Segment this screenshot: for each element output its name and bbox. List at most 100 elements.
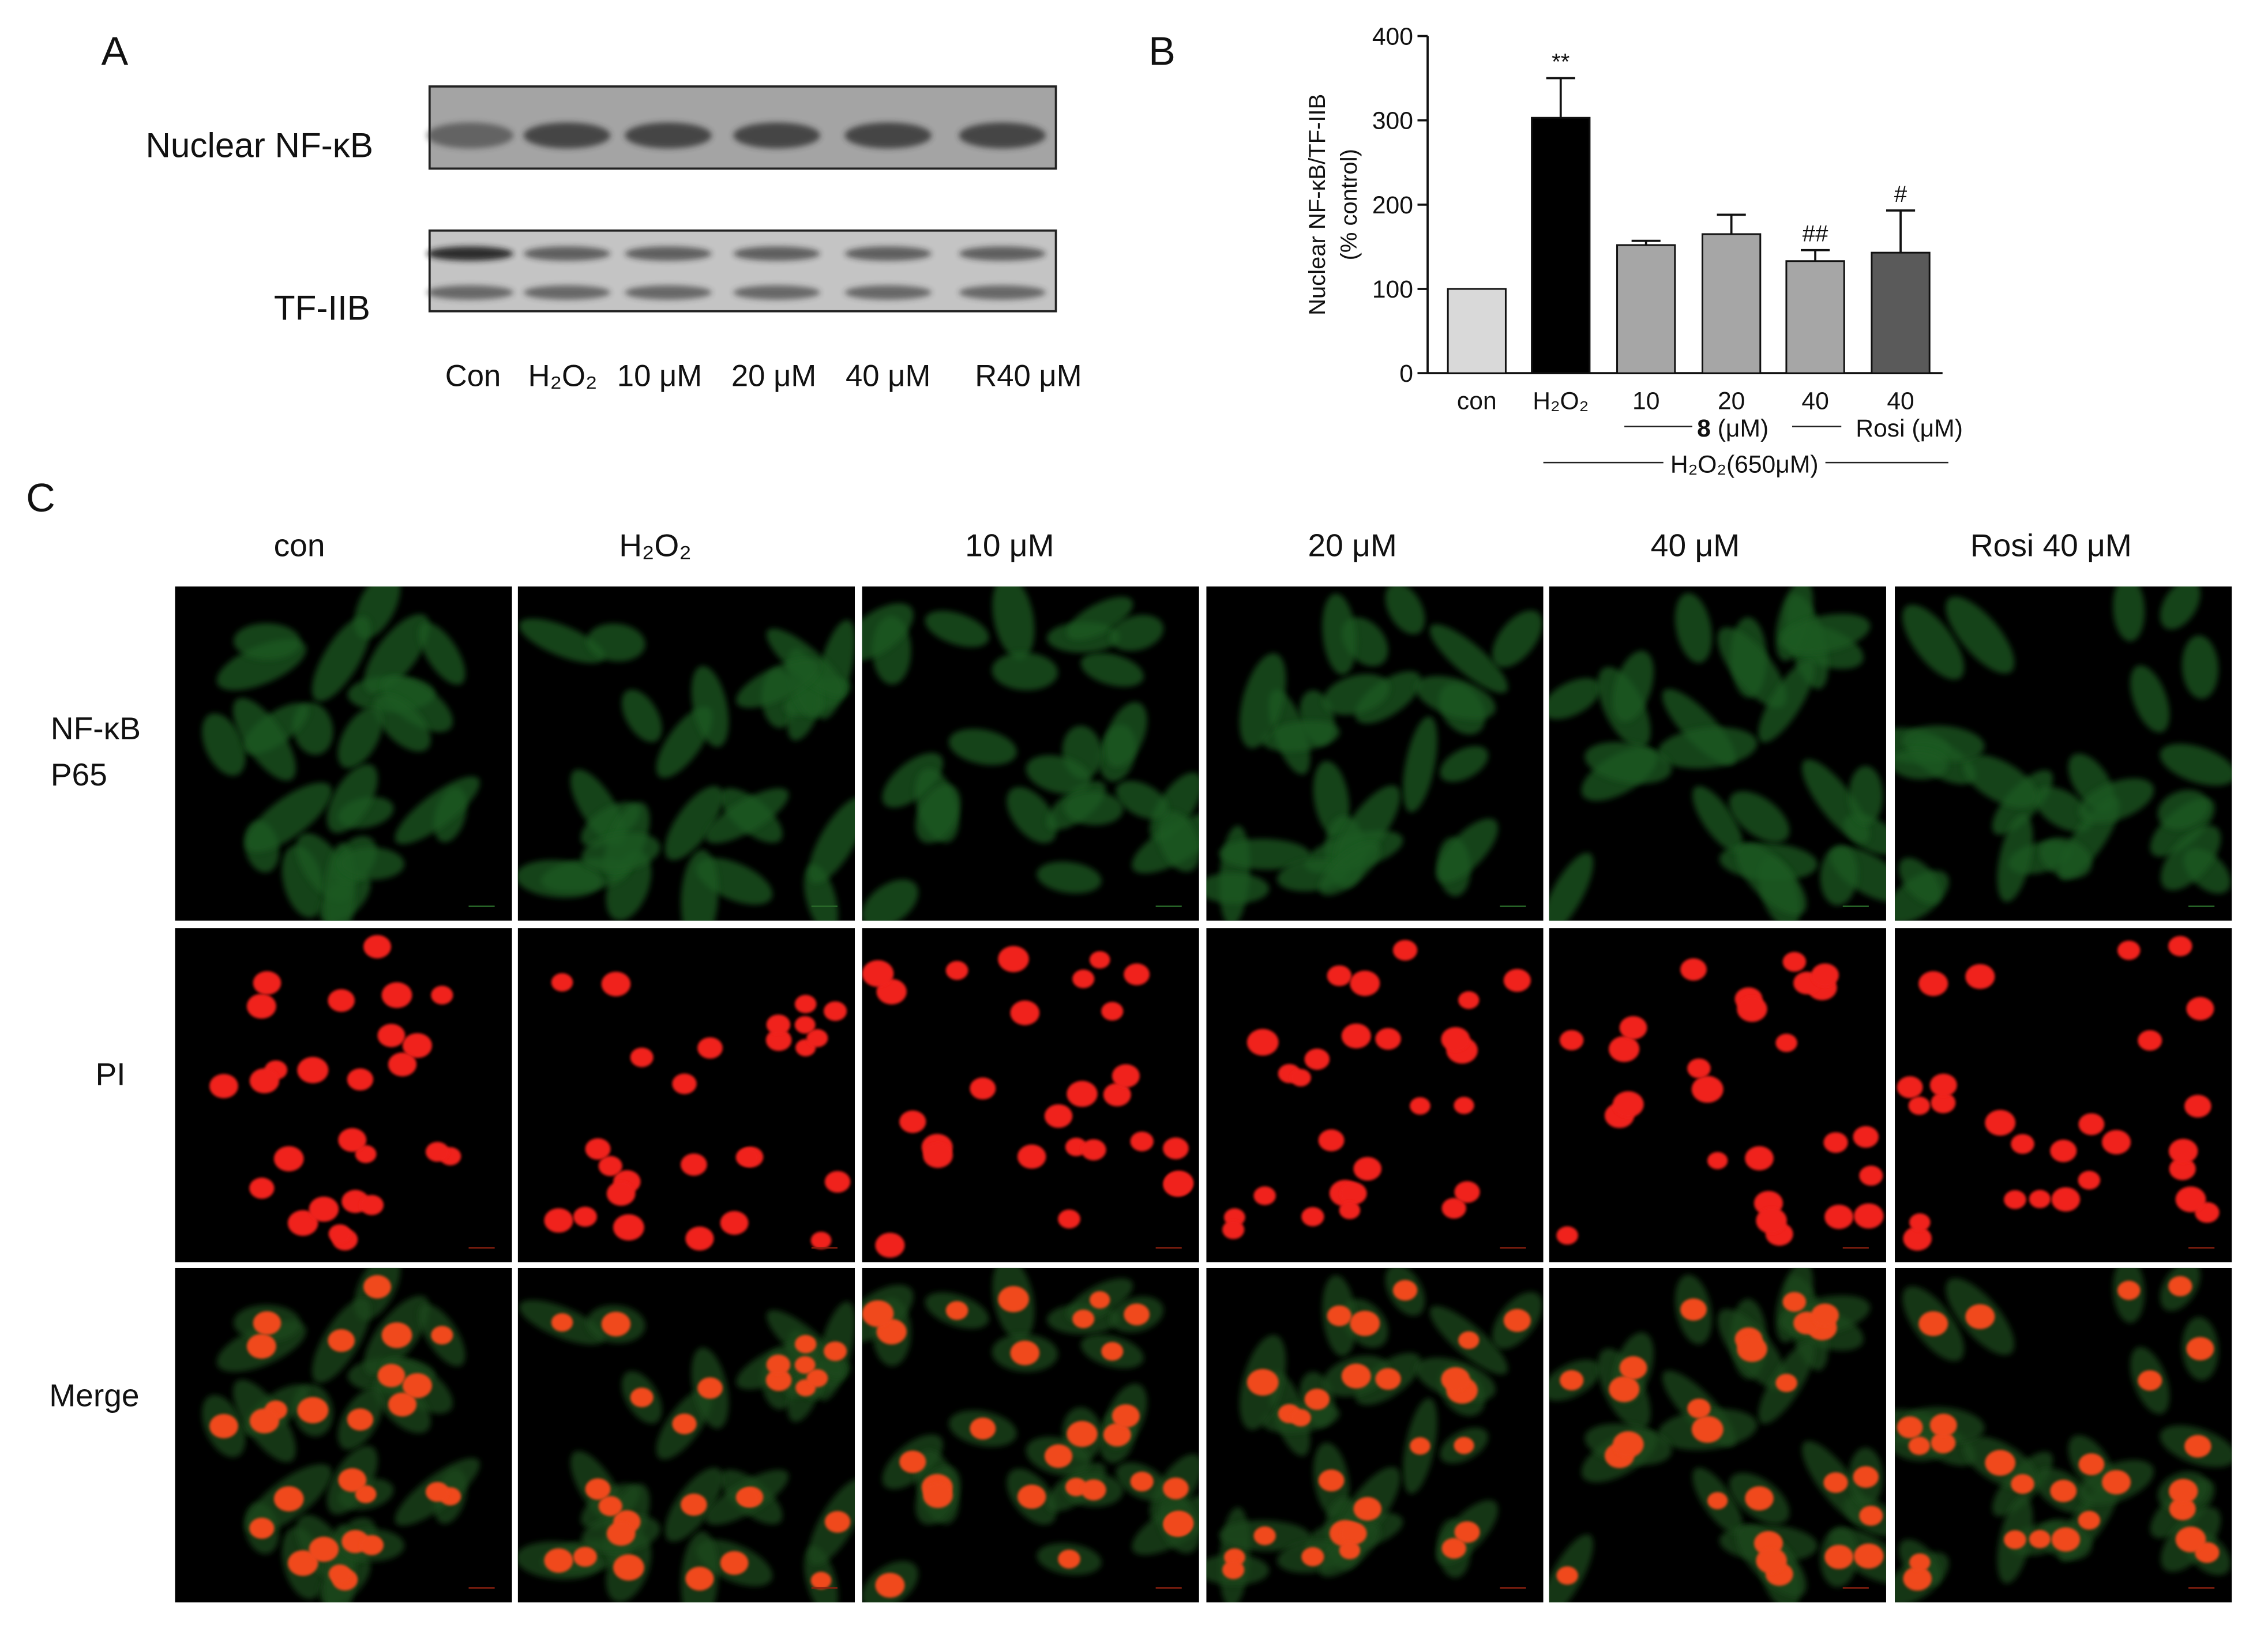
nucleus — [1691, 1076, 1723, 1103]
cell-cytoplasm — [1110, 615, 1164, 651]
nucleus — [1918, 1311, 1948, 1336]
nucleus — [551, 1313, 573, 1332]
nucleus — [720, 1210, 749, 1235]
nucleus — [209, 1074, 238, 1099]
nucleus — [1327, 965, 1352, 986]
cell-cytoplasm — [664, 785, 723, 860]
nucleus — [297, 1397, 329, 1424]
nucleus — [1619, 1356, 1647, 1380]
nucleus — [431, 1326, 453, 1345]
unit: (μM) — [1718, 415, 1768, 442]
cell-cytoplasm — [2160, 825, 2221, 890]
nucleus — [1163, 1137, 1189, 1160]
cell-cytoplasm — [1902, 604, 1965, 680]
cell-cytoplasm — [2034, 787, 2093, 832]
cell-cytoplasm — [337, 707, 383, 769]
nucleus — [1745, 1146, 1774, 1171]
cell-cytoplasm — [1322, 593, 1357, 675]
cell-cytoplasm — [1779, 614, 1871, 654]
micrograph — [1549, 1268, 1886, 1603]
cell-cytoplasm — [1334, 785, 1400, 870]
cell-cytoplasm — [418, 622, 465, 685]
micrograph — [175, 1268, 512, 1603]
nucleus — [347, 1068, 374, 1091]
blot-band — [844, 122, 932, 149]
treatment-label: H₂O₂(650μM) — [1670, 451, 1819, 479]
cell-cytoplasm — [202, 713, 246, 776]
column-header: 20 μM — [1308, 528, 1396, 563]
nucleus — [2029, 1530, 2051, 1548]
nucleus — [2078, 1453, 2105, 1476]
nucleus — [2186, 1337, 2214, 1361]
nucleus — [735, 1148, 758, 1167]
cell-cytoplasm — [1007, 787, 1057, 844]
nucleus — [1609, 1376, 1640, 1402]
cell-cytoplasm — [1261, 721, 1340, 752]
x-tick-label: 40 — [1887, 388, 1914, 415]
nucleus — [613, 1554, 644, 1581]
row-label: P65 — [51, 757, 107, 792]
nucleus — [1918, 971, 1948, 997]
nucleus — [1044, 1444, 1073, 1468]
nucleus — [2168, 936, 2192, 957]
cell-cytoplasm — [1385, 586, 1425, 634]
nucleus — [1124, 1303, 1150, 1326]
nucleus — [1101, 1002, 1124, 1021]
nucleus — [1931, 1432, 1956, 1454]
blot-band — [844, 285, 932, 300]
nucleus — [249, 1068, 280, 1093]
cell-cytoplasm — [2157, 789, 2209, 830]
cell-cytoplasm — [691, 665, 729, 747]
nucleus — [1044, 1104, 1073, 1128]
nucleus — [1340, 1182, 1367, 1205]
nucleus — [573, 1206, 597, 1227]
nucleus — [1072, 969, 1095, 988]
cell-cytoplasm — [705, 788, 789, 844]
nucleus — [2175, 1526, 2206, 1552]
cell-cytoplasm — [925, 611, 989, 648]
micrograph — [1895, 928, 2232, 1262]
nucleus — [681, 1153, 707, 1176]
nucleus — [585, 1138, 611, 1160]
nucleus — [766, 1014, 791, 1035]
nucleus — [1454, 1521, 1480, 1543]
nucleus — [1859, 1165, 1883, 1186]
micrograph — [1206, 586, 1544, 921]
blot-band — [959, 285, 1046, 300]
blot-band — [523, 285, 611, 300]
y-tick-label: 200 — [1372, 191, 1413, 219]
nucleus — [1775, 1033, 1797, 1052]
nucleus — [2175, 1186, 2206, 1213]
cell-cytoplasm — [1962, 754, 2038, 809]
nucleus — [1130, 1131, 1154, 1152]
nucleus — [1556, 1226, 1578, 1245]
nucleus — [381, 1322, 412, 1348]
group-label: Rosi (μM) — [1856, 415, 1963, 442]
nucleus — [2078, 1171, 2101, 1190]
nucleus — [1458, 1331, 1480, 1349]
cell-cytoplasm — [1549, 852, 1594, 921]
lane-label: H₂O₂ — [528, 359, 598, 393]
cell-cytoplasm — [992, 652, 1058, 691]
nucleus — [1441, 1537, 1466, 1559]
nucleus — [2078, 1510, 2101, 1530]
cell-cytoplasm — [2130, 665, 2170, 733]
significance-mark: ** — [1552, 50, 1569, 75]
nucleus — [1613, 1091, 1644, 1118]
bar — [1616, 244, 1676, 374]
blot-band — [733, 285, 820, 300]
cell-cytoplasm — [581, 833, 660, 872]
nucleus — [1164, 1171, 1194, 1195]
nucleus — [824, 1001, 847, 1021]
nucleus — [1756, 1547, 1787, 1574]
bar — [1531, 116, 1591, 374]
nucleus — [585, 1478, 611, 1500]
micrograph — [175, 586, 512, 921]
nucleus — [1339, 1541, 1361, 1559]
nucleus — [309, 1536, 339, 1562]
nucleus — [1112, 1064, 1140, 1088]
cell-cytoplasm — [1403, 716, 1437, 813]
nucleus — [1441, 1027, 1470, 1052]
nucleus — [862, 960, 894, 987]
nucleus — [273, 1146, 304, 1172]
